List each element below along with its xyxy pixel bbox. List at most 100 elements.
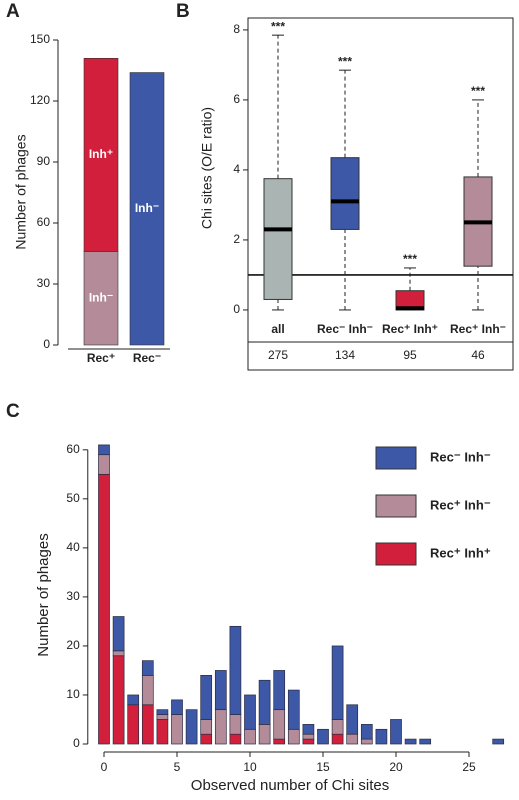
panel-label: A xyxy=(6,1,20,22)
bar-segment xyxy=(171,714,183,745)
bar-segment xyxy=(346,704,359,735)
y-tick-label: 60 xyxy=(66,442,80,456)
bar-segment xyxy=(346,733,359,745)
box xyxy=(330,157,360,230)
bar-segment xyxy=(287,728,300,745)
bar-segment xyxy=(127,704,140,745)
segment-label: Inh⁻ xyxy=(135,201,159,215)
significance: *** xyxy=(338,54,352,68)
legend-label: Rec⁺ Inh⁺ xyxy=(430,545,491,560)
significance: *** xyxy=(403,252,417,266)
bar-segment xyxy=(171,699,183,715)
significance: *** xyxy=(271,19,285,33)
bar-segment xyxy=(156,709,169,715)
y-tick-label: 10 xyxy=(66,687,80,701)
bar-segment xyxy=(156,719,169,745)
bar-segment xyxy=(141,660,154,676)
y-tick-label: 8 xyxy=(233,22,240,36)
bar-segment xyxy=(390,719,402,745)
y-tick-label: 150 xyxy=(30,32,50,46)
count: 95 xyxy=(403,348,417,362)
x-tick-label: Rec⁺ xyxy=(87,351,115,365)
bar-segment xyxy=(200,719,213,735)
panel-label: C xyxy=(6,401,20,422)
significance: *** xyxy=(471,84,485,98)
count: 46 xyxy=(471,348,485,362)
y-axis-title: Chi sites (O/E ratio) xyxy=(199,107,215,229)
bar-segment xyxy=(229,714,242,735)
bar-segment xyxy=(214,670,227,711)
bar-segment xyxy=(214,709,227,745)
bar-segment xyxy=(83,251,119,346)
bar-segment xyxy=(287,689,300,730)
box xyxy=(263,178,293,300)
bar-segment xyxy=(302,738,315,745)
bar-segment xyxy=(229,625,242,715)
x-tick-label: 20 xyxy=(389,760,403,774)
bar-segment xyxy=(360,738,373,745)
bar-segment xyxy=(185,709,198,745)
bar-segment xyxy=(141,675,154,706)
x-axis-title: Observed number of Chi sites xyxy=(191,777,389,794)
bar-segment xyxy=(317,728,329,745)
legend-label: Rec⁺ Inh⁻ xyxy=(430,497,491,512)
x-tick-label: Rec⁻ Inh⁻ xyxy=(317,322,373,336)
x-tick-label: 0 xyxy=(101,760,108,774)
bar-segment xyxy=(375,728,388,745)
x-tick-label: all xyxy=(271,322,284,336)
legend-label: Rec⁻ Inh⁻ xyxy=(430,449,491,464)
bar-segment xyxy=(200,675,213,720)
count: 134 xyxy=(335,348,355,362)
bar-segment xyxy=(273,709,286,740)
bar-segment xyxy=(360,724,373,740)
bar-segment xyxy=(244,694,256,730)
bar-segment xyxy=(404,738,417,745)
bar-segment xyxy=(112,616,125,652)
y-tick-label: 30 xyxy=(37,276,51,290)
bar-segment xyxy=(127,694,140,706)
bar-segment xyxy=(229,733,242,745)
bar-segment xyxy=(200,733,213,745)
y-tick-label: 40 xyxy=(66,540,80,554)
bar-segment xyxy=(419,738,432,745)
y-axis-title: Number of phages xyxy=(35,533,52,656)
bar-segment xyxy=(129,72,165,346)
y-tick-label: 20 xyxy=(66,638,80,652)
bar-segment xyxy=(98,473,110,745)
y-tick-label: 120 xyxy=(30,93,50,107)
legend-swatch xyxy=(375,542,417,566)
bar-segment xyxy=(98,444,110,456)
y-tick-label: 30 xyxy=(66,589,80,603)
x-tick-label: 15 xyxy=(316,760,330,774)
y-tick-label: 4 xyxy=(233,162,240,176)
bar-segment xyxy=(302,733,315,740)
bar-segment xyxy=(331,733,344,745)
bar-segment xyxy=(302,724,315,735)
legend-swatch xyxy=(375,446,417,470)
bar-segment xyxy=(141,704,154,745)
x-tick-label: 5 xyxy=(174,760,181,774)
count: 275 xyxy=(268,348,288,362)
y-axis-title: Number of phages xyxy=(13,134,29,249)
x-tick-label: Rec⁺ Inh⁺ xyxy=(382,322,438,336)
bar-segment xyxy=(331,719,344,735)
y-tick-label: 0 xyxy=(233,302,240,316)
y-tick-label: 50 xyxy=(66,491,80,505)
bar-segment xyxy=(112,650,125,657)
bar-segment xyxy=(258,724,271,745)
y-tick-label: 0 xyxy=(73,736,80,750)
segment-label: Inh⁺ xyxy=(89,147,113,161)
bar-segment xyxy=(244,728,256,745)
bar-segment xyxy=(83,57,119,252)
bar-segment xyxy=(156,714,169,720)
y-tick-label: 6 xyxy=(233,92,240,106)
bar-segment xyxy=(273,738,286,745)
segment-label: Inh⁻ xyxy=(89,290,113,304)
y-tick-label: 0 xyxy=(43,337,50,351)
bar-segment xyxy=(331,645,344,720)
y-tick-label: 60 xyxy=(37,215,51,229)
y-tick-label: 90 xyxy=(37,154,51,168)
panel-label: B xyxy=(176,1,190,22)
bar-segment xyxy=(112,655,125,745)
